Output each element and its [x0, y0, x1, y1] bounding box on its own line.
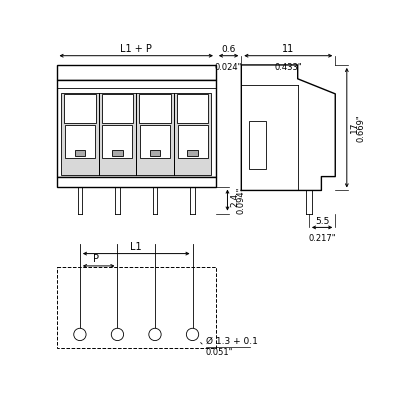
- Bar: [65, 124, 95, 158]
- Text: L1: L1: [130, 242, 142, 252]
- Bar: [61, 93, 99, 175]
- Bar: [75, 150, 85, 156]
- Bar: [136, 93, 174, 175]
- Bar: [64, 94, 96, 123]
- Text: P: P: [92, 254, 99, 264]
- Text: 0.024": 0.024": [215, 63, 242, 72]
- Polygon shape: [241, 65, 335, 190]
- Circle shape: [74, 328, 86, 340]
- Text: 0.051": 0.051": [205, 348, 233, 357]
- Text: 17: 17: [350, 122, 359, 134]
- Text: 5.5: 5.5: [315, 217, 329, 226]
- Bar: [140, 124, 170, 158]
- Text: 0.433": 0.433": [275, 63, 302, 72]
- Circle shape: [186, 328, 199, 340]
- Text: 0.669": 0.669": [357, 114, 366, 142]
- Bar: [187, 150, 198, 156]
- Bar: [139, 94, 171, 123]
- Circle shape: [111, 328, 124, 340]
- Bar: [174, 93, 211, 175]
- Bar: [102, 124, 132, 158]
- Bar: [177, 94, 208, 123]
- Text: 0.094": 0.094": [237, 186, 246, 214]
- Text: 0.6: 0.6: [222, 45, 236, 54]
- Bar: [249, 122, 266, 169]
- Bar: [56, 65, 216, 80]
- Bar: [56, 80, 216, 177]
- Bar: [177, 124, 207, 158]
- Text: 0.217": 0.217": [308, 234, 336, 243]
- Text: Ø 1.3 + 0.1: Ø 1.3 + 0.1: [206, 337, 258, 346]
- Bar: [150, 150, 160, 156]
- Bar: [102, 94, 133, 123]
- Text: 11: 11: [282, 44, 294, 54]
- Bar: [112, 150, 123, 156]
- Bar: [56, 268, 216, 348]
- Text: 2.4: 2.4: [231, 193, 239, 207]
- Bar: [56, 177, 216, 186]
- Circle shape: [149, 328, 161, 340]
- Bar: [99, 93, 136, 175]
- Text: L1 + P: L1 + P: [120, 44, 152, 54]
